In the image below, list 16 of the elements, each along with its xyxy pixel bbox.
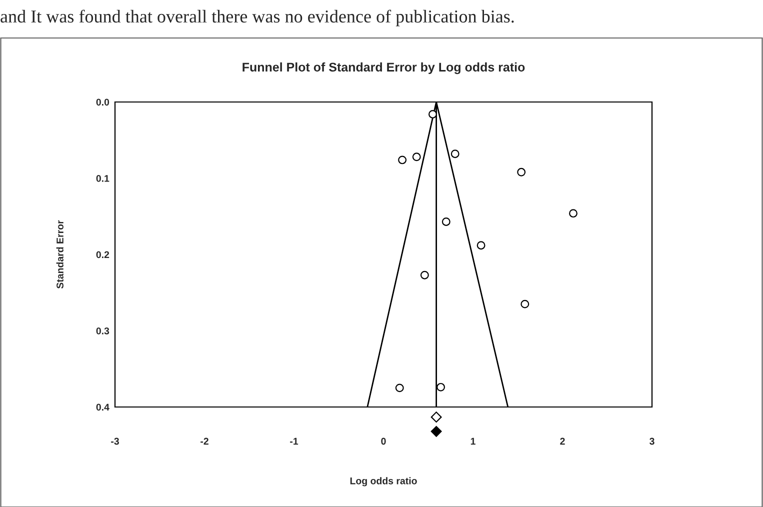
y-tick-label: 0.0 (96, 98, 110, 106)
y-tick-label: 0.2 (96, 251, 110, 258)
y-tick-label: 0.3 (96, 327, 110, 334)
x-tick-label: -2 (200, 438, 208, 445)
chart-title: Funnel Plot of Standard Error by Log odds ratio (242, 62, 525, 74)
x-tick-label: 0 (381, 438, 386, 445)
x-axis-title: Log odds ratio (350, 477, 417, 486)
y-axis-title: Standard Error (56, 220, 64, 289)
y-tick-label: 0.1 (96, 174, 110, 182)
x-tick-label: -1 (290, 438, 298, 445)
y-tick-label: 0.4 (96, 404, 110, 411)
text: and It was found that overall there was no evidence of publication bias. (0, 10, 514, 26)
x-tick-label: 2 (560, 438, 565, 445)
x-tick-label: 1 (470, 438, 476, 445)
x-tick-label: 3 (650, 438, 654, 445)
x-tick-label: -3 (111, 438, 119, 445)
